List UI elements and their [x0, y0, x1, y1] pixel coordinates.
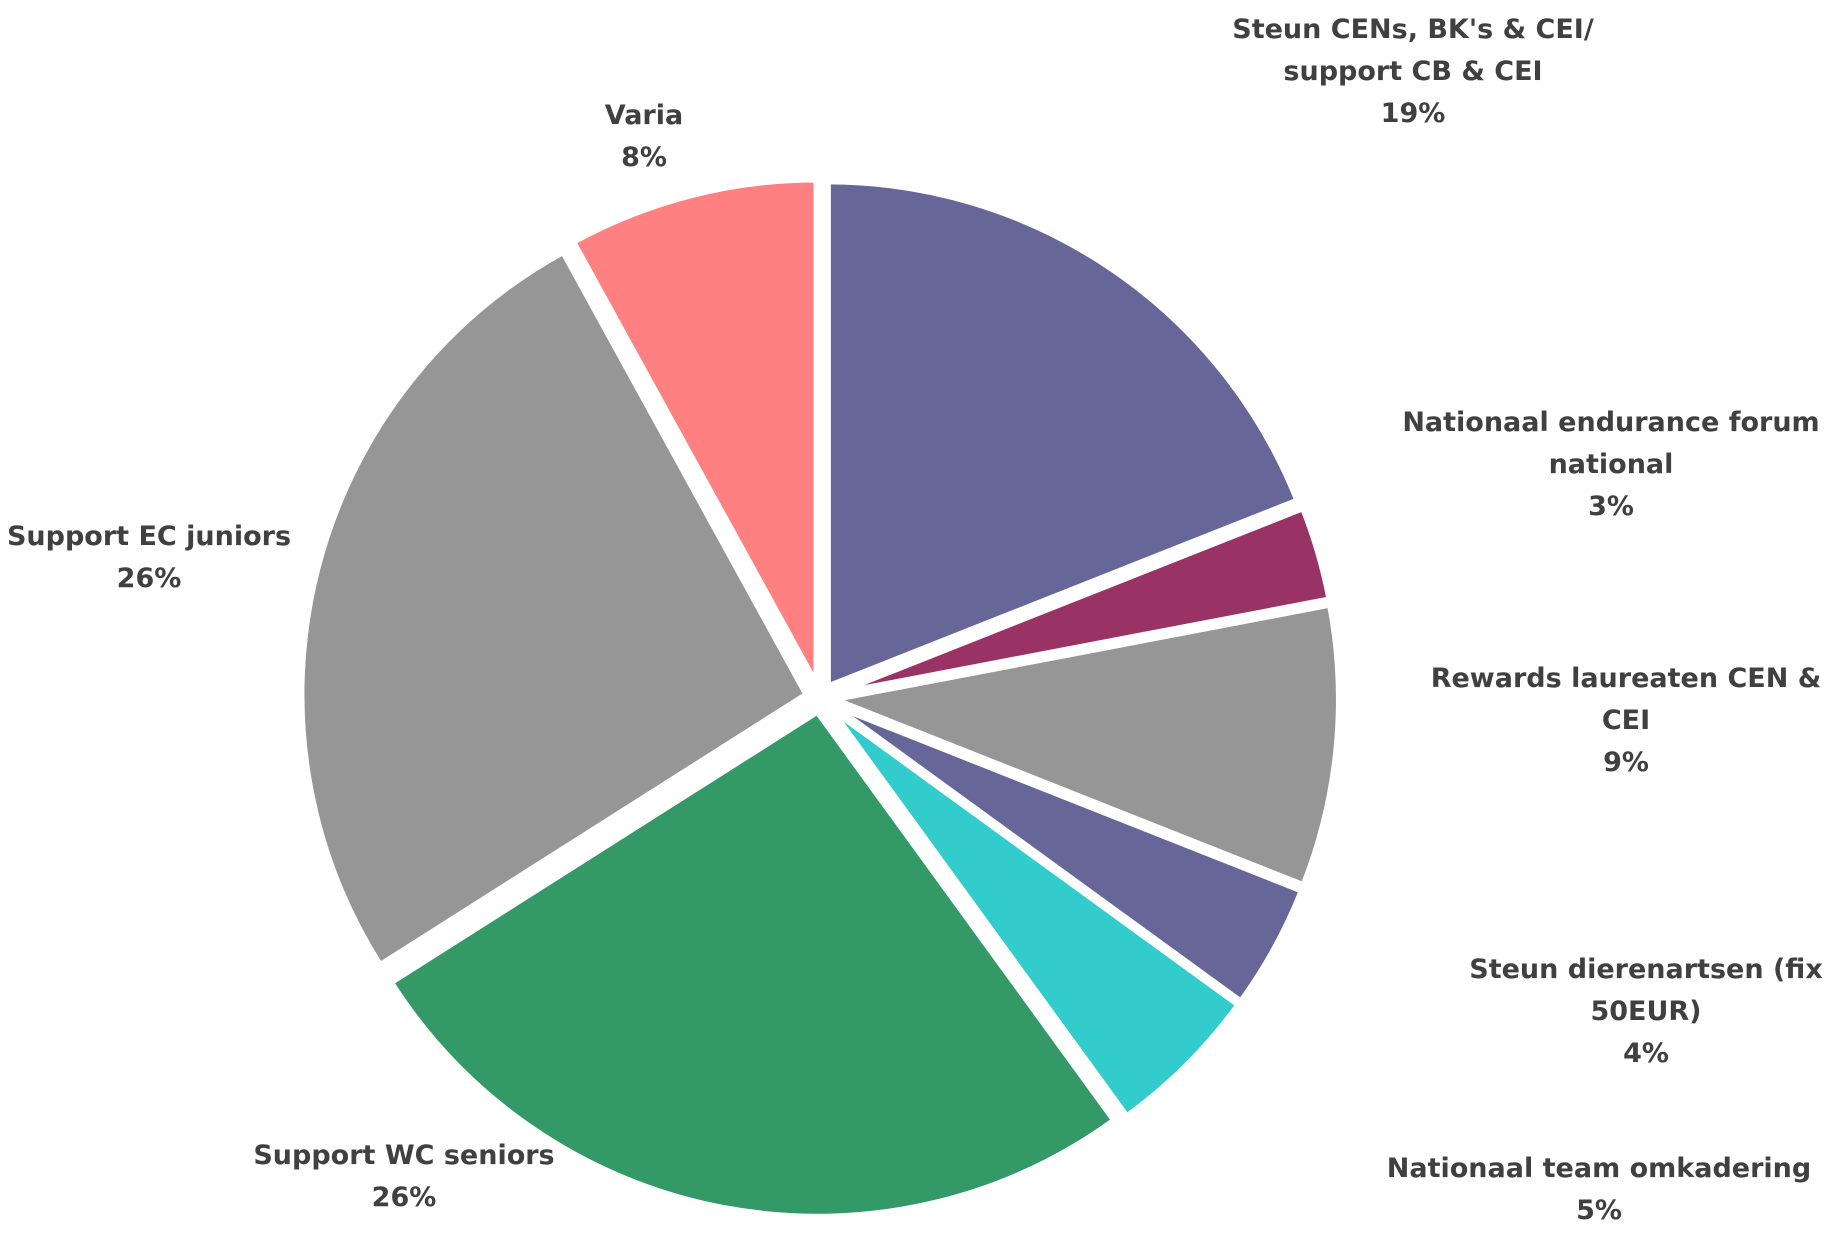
label-percent: 8%: [621, 142, 667, 173]
pie-slice: [569, 176, 820, 686]
label-name: Steun CENs, BK's & CEI/ support CB & CEI: [1232, 14, 1594, 87]
pie-slice: [823, 601, 1342, 890]
label-percent: 4%: [1623, 1038, 1669, 1069]
label-name: Varia: [604, 100, 684, 131]
pie-slice: [298, 247, 811, 970]
label-name: Nationaal team omkadering: [1386, 1153, 1812, 1184]
data-label: Nationaal team omkadering 5%: [1379, 1148, 1819, 1232]
label-name: Support EC juniors: [6, 521, 292, 552]
label-percent: 19%: [1380, 98, 1446, 129]
data-label: Support WC seniors 26%: [234, 1135, 574, 1219]
data-label: Rewards laureaten CEN & CEI 9%: [1426, 658, 1824, 784]
pie-slice: [827, 705, 1243, 1121]
label-percent: 9%: [1603, 747, 1649, 778]
data-label: Support EC juniors 26%: [0, 516, 299, 600]
label-percent: 5%: [1576, 1195, 1622, 1226]
label-percent: 3%: [1588, 491, 1634, 522]
pie-slice: [386, 707, 1119, 1220]
label-percent: 26%: [116, 563, 182, 594]
label-name: Rewards laureaten CEN & CEI: [1430, 663, 1822, 736]
pie-slice: [830, 701, 1306, 1006]
pie-slice: [832, 504, 1334, 698]
data-label: Steun CENs, BK's & CEI/ support CB & CEI…: [1203, 9, 1623, 135]
data-label: Nationaal endurance forum national 3%: [1401, 402, 1821, 528]
label-percent: 26%: [371, 1182, 437, 1213]
label-name: Steun dierenartsen (fix 50EUR): [1469, 954, 1823, 1027]
label-name: Nationaal endurance forum national: [1402, 407, 1820, 480]
data-label: Steun dierenartsen (fix 50EUR) 4%: [1456, 949, 1824, 1075]
label-name: Support WC seniors: [253, 1140, 555, 1171]
data-label: Varia 8%: [544, 95, 744, 179]
pie-slice: [824, 178, 1302, 691]
